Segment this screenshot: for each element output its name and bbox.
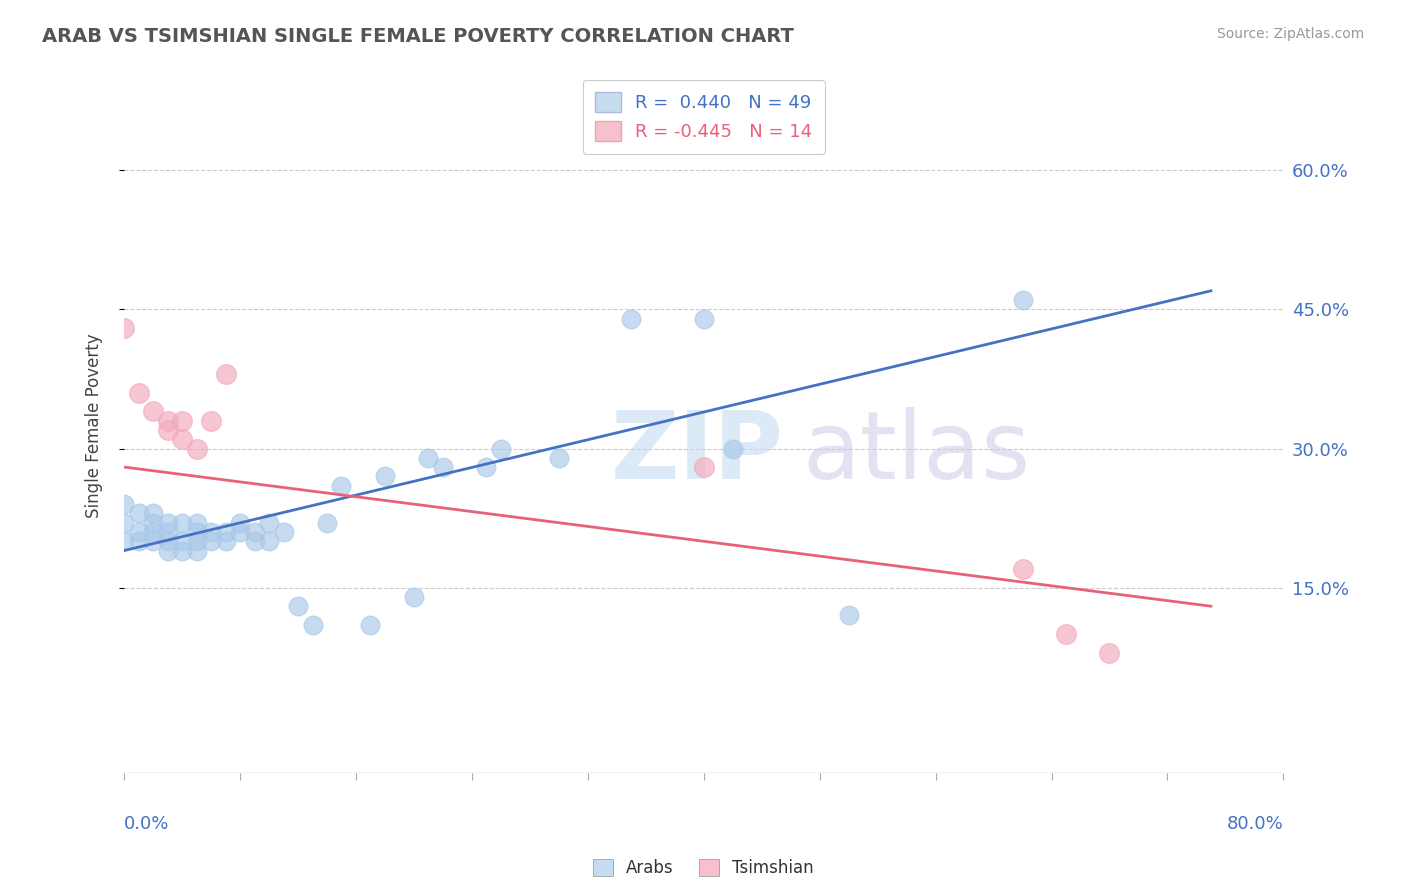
Point bbox=[172, 414, 194, 428]
Point bbox=[287, 599, 309, 614]
Point bbox=[1011, 293, 1033, 307]
Point bbox=[112, 321, 135, 335]
Point bbox=[112, 534, 135, 549]
Point bbox=[200, 524, 222, 539]
Point bbox=[128, 524, 150, 539]
Point bbox=[172, 543, 194, 558]
Point bbox=[156, 423, 179, 437]
Point bbox=[547, 450, 569, 465]
Point bbox=[186, 524, 208, 539]
Point bbox=[374, 469, 396, 483]
Text: 0.0%: 0.0% bbox=[124, 815, 170, 833]
Point bbox=[186, 534, 208, 549]
Text: atlas: atlas bbox=[803, 407, 1031, 500]
Point bbox=[186, 543, 208, 558]
Point bbox=[172, 534, 194, 549]
Point bbox=[402, 590, 425, 604]
Point bbox=[1011, 562, 1033, 576]
Point bbox=[257, 516, 280, 530]
Legend: Arabs, Tsimshian: Arabs, Tsimshian bbox=[586, 852, 820, 884]
Point bbox=[128, 385, 150, 400]
Point bbox=[838, 608, 860, 623]
Point bbox=[172, 432, 194, 446]
Point bbox=[112, 497, 135, 511]
Point bbox=[172, 516, 194, 530]
Point bbox=[156, 516, 179, 530]
Point bbox=[330, 478, 353, 492]
Point bbox=[142, 516, 165, 530]
Point bbox=[418, 450, 440, 465]
Y-axis label: Single Female Poverty: Single Female Poverty bbox=[86, 333, 103, 517]
Point bbox=[200, 414, 222, 428]
Point bbox=[200, 534, 222, 549]
Point bbox=[359, 617, 381, 632]
Point bbox=[489, 442, 512, 456]
Point bbox=[229, 516, 252, 530]
Text: ZIP: ZIP bbox=[612, 407, 785, 500]
Point bbox=[1054, 627, 1077, 641]
Point bbox=[142, 507, 165, 521]
Point bbox=[301, 617, 323, 632]
Point bbox=[156, 534, 179, 549]
Point bbox=[432, 460, 454, 475]
Point bbox=[693, 460, 716, 475]
Point bbox=[156, 524, 179, 539]
Text: 80.0%: 80.0% bbox=[1226, 815, 1284, 833]
Point bbox=[316, 516, 339, 530]
Point bbox=[214, 524, 236, 539]
Point bbox=[186, 442, 208, 456]
Point bbox=[156, 543, 179, 558]
Point bbox=[156, 414, 179, 428]
Point bbox=[112, 516, 135, 530]
Point bbox=[243, 534, 266, 549]
Point bbox=[214, 534, 236, 549]
Point bbox=[1098, 646, 1121, 660]
Point bbox=[142, 524, 165, 539]
Text: ARAB VS TSIMSHIAN SINGLE FEMALE POVERTY CORRELATION CHART: ARAB VS TSIMSHIAN SINGLE FEMALE POVERTY … bbox=[42, 27, 794, 45]
Point bbox=[142, 404, 165, 418]
Point bbox=[128, 507, 150, 521]
Point bbox=[142, 534, 165, 549]
Point bbox=[186, 516, 208, 530]
Point bbox=[243, 524, 266, 539]
Point bbox=[620, 311, 643, 326]
Point bbox=[229, 524, 252, 539]
Point bbox=[475, 460, 498, 475]
Point bbox=[693, 311, 716, 326]
Point bbox=[273, 524, 295, 539]
Point bbox=[214, 368, 236, 382]
Legend: R =  0.440   N = 49, R = -0.445   N = 14: R = 0.440 N = 49, R = -0.445 N = 14 bbox=[582, 79, 825, 153]
Point bbox=[257, 534, 280, 549]
Point bbox=[128, 534, 150, 549]
Text: Source: ZipAtlas.com: Source: ZipAtlas.com bbox=[1216, 27, 1364, 41]
Point bbox=[721, 442, 744, 456]
